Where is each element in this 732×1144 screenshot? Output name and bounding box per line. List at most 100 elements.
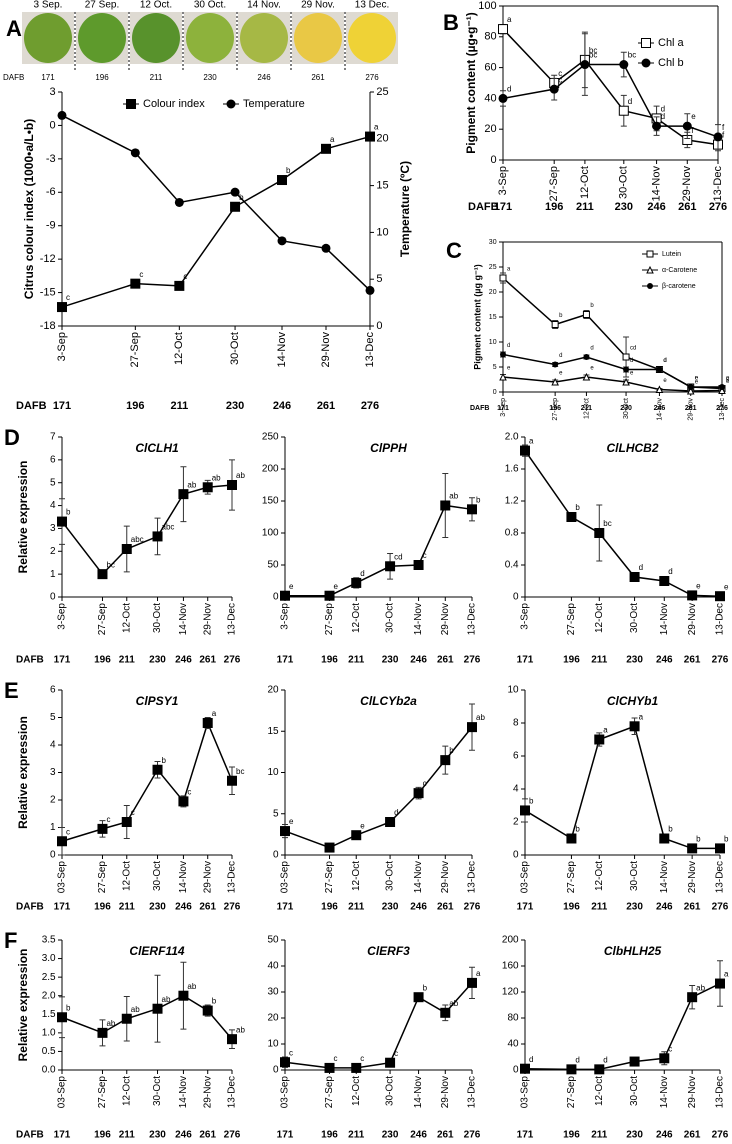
data-point	[97, 569, 108, 580]
dafb-value: 261	[199, 1130, 216, 1141]
data-point	[121, 1013, 132, 1024]
data-point	[440, 1007, 451, 1018]
y-tick-label: 3	[50, 767, 56, 778]
y-tick-label: 5	[50, 477, 56, 488]
y-tick-label: -3	[46, 153, 56, 165]
y-tick-label: 0.0	[42, 1065, 56, 1076]
data-point	[622, 353, 630, 361]
data-point	[324, 1062, 335, 1073]
legend-label: Colour index	[143, 98, 205, 110]
significance-letter: ab	[187, 982, 196, 991]
legend-label: Chl a	[658, 37, 685, 49]
dafb-value: 211	[119, 655, 136, 666]
significance-letter: c	[66, 827, 70, 836]
y-tick-label: 1.0	[42, 1027, 56, 1038]
dafb-value: 196	[321, 1130, 338, 1141]
significance-letter: bc	[628, 51, 636, 60]
significance-letter: c	[558, 69, 562, 78]
y-tick-label: 250	[262, 432, 279, 443]
significance-letter: e	[691, 112, 696, 121]
x-tick-label: 30-Oct	[618, 166, 630, 199]
x-tick-label: 12-Oct	[351, 1076, 362, 1106]
dafb-value: 171	[494, 201, 512, 213]
significance-letter: e	[726, 377, 730, 383]
y-tick-label: 5	[50, 712, 56, 723]
dafb-value: 171	[277, 902, 294, 913]
data-point	[566, 833, 577, 844]
legend-label: Chl b	[658, 57, 684, 69]
dafb-value: 261	[199, 902, 216, 913]
significance-letter: bc	[236, 767, 244, 776]
significance-letter: d	[603, 1055, 607, 1064]
data-point	[385, 1057, 396, 1068]
x-tick-label: 14-Nov	[659, 1076, 670, 1108]
x-tick-label: 13-Dec	[719, 398, 726, 421]
x-tick-label: 3-Sep	[56, 332, 68, 361]
data-point	[57, 110, 67, 120]
dafb-value: 211	[119, 1130, 136, 1141]
data-point	[121, 544, 132, 554]
y-tick-label: 0	[513, 850, 519, 861]
data-point	[687, 590, 698, 601]
y-tick-label: 20	[267, 685, 279, 696]
photo-dafb: 276	[365, 73, 379, 82]
significance-letter: d	[575, 1055, 579, 1064]
data-point	[499, 274, 507, 282]
x-tick-label: 29-Nov	[687, 1076, 698, 1108]
x-tick-label: 27-Sep	[129, 332, 141, 367]
photo-label: 30 Oct.	[194, 0, 226, 11]
y-tick-label: 4	[50, 500, 56, 511]
dafb-value: 246	[410, 1130, 427, 1141]
data-point	[655, 385, 664, 393]
x-tick-label: 03-Sep	[57, 1076, 68, 1109]
dafb-value: 171	[517, 1130, 534, 1141]
x-tick-label: 27-Sep	[552, 398, 559, 421]
panel-letter: D	[4, 425, 20, 450]
chart-title: ClbHLH25	[604, 944, 662, 958]
chart-title: ClPPH	[370, 441, 407, 455]
dafb-value: 171	[54, 655, 71, 666]
significance-letter: e	[289, 817, 294, 826]
data-point	[351, 577, 362, 588]
x-tick-label: 12-Oct	[594, 861, 605, 891]
significance-letter: c	[289, 1048, 293, 1057]
data-point	[178, 990, 189, 1001]
y-tick-label: 6	[513, 751, 519, 762]
dafb-value: 230	[626, 655, 643, 666]
y-tick-label: 3	[50, 523, 56, 534]
x-tick-label: 30-Oct	[385, 603, 396, 633]
y-tick-label: 40	[484, 92, 496, 104]
y-tick-label: -9	[46, 220, 56, 232]
dafb-value: 246	[656, 655, 673, 666]
photo-label: 29 Nov.	[301, 0, 335, 11]
significance-letter: c	[423, 551, 427, 560]
significance-letter: ab	[106, 1019, 115, 1028]
y2-axis-label: Temperature (ºC)	[398, 161, 412, 257]
significance-letter: c	[139, 270, 143, 279]
data-point	[440, 755, 451, 766]
data-point	[619, 60, 629, 70]
dafb-value: 276	[224, 655, 241, 666]
data-point	[321, 143, 331, 154]
y-tick-label: 25	[489, 264, 497, 271]
x-tick-label: 14-Nov	[659, 861, 670, 893]
data-point	[174, 197, 184, 207]
data-point	[321, 243, 331, 253]
y-tick-label: 0	[493, 389, 497, 396]
data-point	[687, 992, 698, 1003]
y-tick-label: 6	[50, 685, 56, 696]
significance-letter: c	[187, 787, 191, 796]
significance-letter: d	[590, 346, 593, 352]
x-tick-label: 30-Oct	[385, 861, 396, 891]
data-point	[280, 590, 290, 601]
dafb-value: 196	[563, 655, 580, 666]
data-point	[413, 992, 424, 1003]
y-tick-label: 7	[50, 432, 56, 443]
x-tick-label: 27-Sep	[566, 603, 577, 636]
significance-letter: b	[212, 997, 217, 1006]
y-tick-label: -15	[40, 286, 56, 298]
photo-dafb-label: DAFB	[3, 73, 24, 82]
data-point	[659, 833, 670, 844]
significance-letter: c	[394, 1049, 398, 1058]
chart-title: ClERF114	[129, 944, 184, 958]
